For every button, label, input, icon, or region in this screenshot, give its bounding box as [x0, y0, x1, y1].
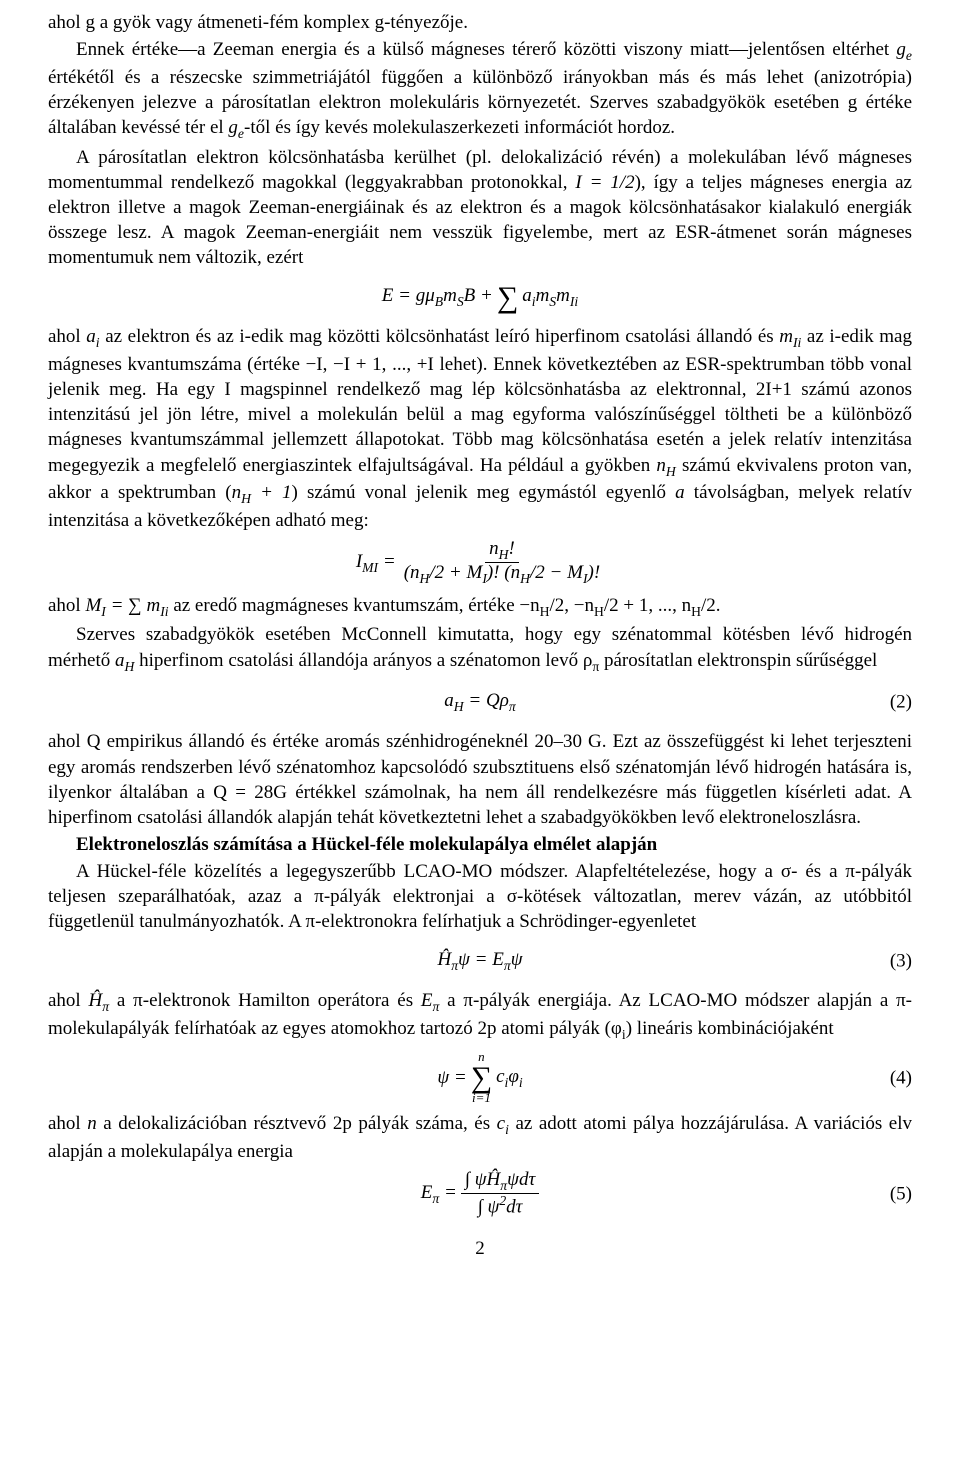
var-ci: ci — [497, 1113, 509, 1134]
paragraph: Ennek értéke—a Zeeman energia és a külső… — [48, 37, 912, 143]
eq-number: (3) — [890, 949, 912, 974]
paragraph: ahol MI = ∑ mIi az eredő magmágneses kva… — [48, 593, 912, 621]
text: a π-elektronok Hamilton operátora és — [109, 990, 421, 1011]
paragraph: A Hückel-féle közelítés a legegyszerűbb … — [48, 859, 912, 934]
equation-intensity: IMI = nH! (nH/2 + MI)! (nH/2 − MI)! — [48, 539, 912, 586]
equation-mcconnell: aH = Qρπ (2) — [48, 681, 912, 723]
text: ) számú vonal jelenik meg egymástól egye… — [292, 482, 676, 503]
var-ge: ge — [228, 117, 244, 138]
paragraph: ahol Q empirikus állandó és értéke aromá… — [48, 729, 912, 829]
text: A Hückel-féle közelítés a legegyszerűbb … — [48, 861, 912, 932]
var-mi-sum: MI = ∑ mIi — [85, 595, 168, 616]
eq-body: Ĥπψ = Eπψ — [438, 947, 523, 975]
sum-with-limits: n ∑ i=1 — [471, 1050, 492, 1106]
var-ge: ge — [896, 39, 912, 60]
eq-lhs: IMI = — [356, 549, 396, 577]
sum-icon: ∑ — [471, 1064, 492, 1091]
var-ah: aH — [115, 650, 134, 671]
equation-variational: Eπ = ∫ ψĤπψdτ ∫ ψ2dτ (5) — [48, 1170, 912, 1217]
eq-lhs: Eπ = — [421, 1180, 457, 1208]
frac-top: nH! — [485, 539, 519, 563]
var-nh1: nH + 1 — [232, 482, 292, 503]
paragraph: Szerves szabadgyökök esetében McConnell … — [48, 622, 912, 675]
equation-lcao: ψ = n ∑ i=1 ciφi (4) — [48, 1050, 912, 1106]
paragraph: ahol Ĥπ a π-elektronok Hamilton operátor… — [48, 988, 912, 1044]
text: ahol — [48, 326, 86, 347]
eq-number: (2) — [890, 690, 912, 715]
text: az elektron és az i-edik mag közötti köl… — [100, 326, 780, 347]
paragraph: ahol n a delokalizációban résztvevő 2p p… — [48, 1111, 912, 1164]
page-number: 2 — [48, 1236, 912, 1261]
paragraph: ahol ai az elektron és az i-edik mag köz… — [48, 324, 912, 533]
var-n: n — [87, 1113, 97, 1134]
eq-number: (5) — [890, 1181, 912, 1206]
eq-number: (4) — [890, 1065, 912, 1090]
var-mi: mIi — [779, 326, 801, 347]
var-epi: Eπ — [421, 990, 439, 1011]
heading-text: Elektroneloszlás számítása a Hückel-féle… — [76, 834, 657, 855]
equation-schrodinger: Ĥπψ = Eπψ (3) — [48, 940, 912, 982]
section-heading: Elektroneloszlás számítása a Hückel-féle… — [48, 832, 912, 857]
document-page: ahol g a gyök vagy átmeneti-fém komplex … — [0, 0, 960, 1281]
eq-body: aH = Qρπ — [444, 688, 515, 716]
var-i: I = 1/2 — [575, 172, 634, 193]
var-a: a — [675, 482, 685, 503]
frac-top: ∫ ψĤπψdτ — [461, 1170, 539, 1194]
text: ahol — [48, 990, 89, 1011]
eq-lhs: E = gμBmSB + — [382, 283, 493, 311]
var-hpi: Ĥπ — [89, 990, 110, 1011]
text: az eredő magmágneses kvantumszám, értéke… — [169, 595, 721, 616]
text: -től és így kevés molekulaszerkezeti inf… — [244, 117, 675, 138]
eq-lhs: ψ = — [437, 1065, 466, 1090]
sum-icon: ∑ — [497, 284, 518, 311]
eq-rhs: aimSmIi — [522, 283, 578, 311]
equation-energy: E = gμBmSB + ∑ aimSmIi — [48, 276, 912, 318]
fraction: ∫ ψĤπψdτ ∫ ψ2dτ — [461, 1170, 539, 1217]
var-ai: ai — [86, 326, 99, 347]
eq-rhs: ciφi — [496, 1064, 523, 1092]
paragraph: A párosítatlan elektron kölcsönhatásba k… — [48, 145, 912, 270]
var-nh: nH — [656, 455, 675, 476]
text: ahol — [48, 1113, 87, 1134]
fraction: nH! (nH/2 + MI)! (nH/2 − MI)! — [400, 539, 604, 586]
text: hiperfinom csatolási állandója arányos a… — [134, 650, 877, 671]
frac-bot: ∫ ψ2dτ — [474, 1194, 527, 1217]
text: ahol — [48, 595, 85, 616]
text: ahol Q empirikus állandó és értéke aromá… — [48, 731, 912, 827]
text: Ennek értéke—a Zeeman energia és a külső… — [76, 39, 896, 60]
text: ahol g a gyök vagy átmeneti-fém komplex … — [48, 12, 468, 33]
text: a delokalizációban résztvevő 2p pályák s… — [97, 1113, 497, 1134]
text-line: ahol g a gyök vagy átmeneti-fém komplex … — [48, 10, 912, 35]
frac-bot: (nH/2 + MI)! (nH/2 − MI)! — [400, 563, 604, 586]
text: az i-edik mag mágneses kvantumszáma (ért… — [48, 326, 912, 475]
